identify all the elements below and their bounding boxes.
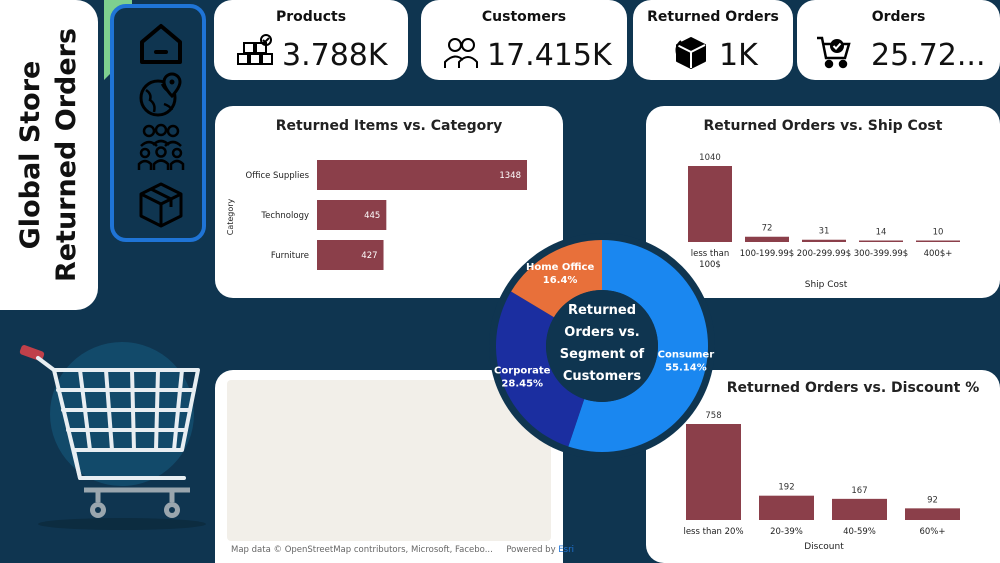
data-label: 1040 bbox=[699, 153, 721, 163]
category-label: less than 20% bbox=[683, 527, 743, 537]
slice-category-label: Home Office bbox=[526, 262, 595, 273]
discount-bar-chart: Discount 758 less than 20% 192 20-39% 167 40-… bbox=[683, 411, 960, 552]
data-label: 427 bbox=[361, 251, 377, 261]
data-label: 445 bbox=[364, 211, 380, 221]
bar[interactable] bbox=[317, 160, 527, 190]
category-label: less than 100$ bbox=[691, 249, 729, 270]
data-label: 92 bbox=[927, 495, 938, 505]
bar[interactable] bbox=[686, 424, 741, 520]
kpi-value: 25.72... bbox=[871, 38, 986, 73]
data-label: 72 bbox=[762, 224, 773, 234]
bar[interactable] bbox=[905, 508, 960, 520]
product-box-icon[interactable] bbox=[136, 180, 186, 230]
data-label: 167 bbox=[851, 486, 867, 496]
bar[interactable] bbox=[688, 166, 732, 242]
map-view[interactable] bbox=[227, 380, 551, 541]
category-label: Office Supplies bbox=[246, 171, 310, 181]
data-label: 1348 bbox=[499, 171, 521, 181]
kpi-label: Customers bbox=[481, 9, 567, 25]
dashboard-title: Global Store Returned Orders bbox=[13, 28, 85, 282]
slice-category-label: Consumer bbox=[658, 350, 715, 361]
kpi-products-card: Products 3.788K bbox=[214, 0, 408, 80]
title-line-1: Global Store bbox=[15, 60, 46, 250]
category-label: 200-299.99$ bbox=[797, 249, 851, 259]
segment-donut-chart: Returned Orders vs. Segment of Customers… bbox=[489, 233, 715, 459]
donut-title-line: Customers bbox=[563, 369, 641, 384]
category-label: 100-199.99$ bbox=[740, 249, 794, 259]
category-label: Furniture bbox=[271, 251, 309, 261]
bar[interactable] bbox=[759, 495, 814, 520]
data-label: 192 bbox=[778, 483, 794, 493]
navigation-panel bbox=[110, 4, 206, 242]
kpi-orders-card: Orders 25.72... bbox=[797, 0, 1000, 80]
dashboard-title-card: Global Store Returned Orders bbox=[0, 0, 98, 310]
donut-slice[interactable] bbox=[496, 291, 585, 447]
bar[interactable] bbox=[832, 498, 887, 520]
kpi-value: 1K bbox=[719, 38, 758, 73]
donut-slice[interactable] bbox=[511, 240, 602, 318]
data-label: 14 bbox=[876, 228, 887, 238]
kpi-returned-orders-card: Returned Orders 1K bbox=[633, 0, 793, 80]
chart-title: Returned Orders vs. Ship Cost bbox=[703, 118, 943, 134]
slice-value-label: 55.14% bbox=[665, 363, 707, 374]
category-label: Technology bbox=[260, 211, 309, 221]
donut-title-line: Returned bbox=[568, 303, 636, 318]
home-icon[interactable] bbox=[136, 18, 186, 68]
kpi-value: 3.788K bbox=[282, 38, 388, 73]
kpi-label: Orders bbox=[871, 9, 926, 25]
title-line-2: Returned Orders bbox=[51, 27, 82, 283]
bar[interactable] bbox=[916, 240, 960, 243]
esri-link[interactable]: Esri bbox=[558, 545, 574, 555]
ship-cost-chart-card: Returned Orders vs. Ship Cost Ship Cost … bbox=[646, 106, 1000, 298]
donut-slice[interactable] bbox=[568, 240, 708, 452]
bar[interactable] bbox=[859, 240, 903, 243]
category-label: 40-59% bbox=[843, 527, 876, 537]
chart-title: Returned Orders vs. Discount % bbox=[726, 380, 980, 396]
bar[interactable] bbox=[745, 236, 789, 242]
kpi-label: Returned Orders bbox=[647, 9, 779, 25]
donut-hole bbox=[546, 290, 658, 402]
products-stack-icon bbox=[237, 34, 273, 65]
discount-chart-card: Returned Orders vs. Discount % Discount … bbox=[646, 370, 1000, 563]
map-card: Map data © OpenStreetMap contributors, M… bbox=[215, 370, 574, 563]
slice-value-label: 28.45% bbox=[501, 378, 543, 389]
category-bar-chart: Category 1348 Office Supplies 445 Technolog… bbox=[226, 160, 527, 270]
bar[interactable] bbox=[802, 239, 846, 242]
kpi-label: Products bbox=[275, 9, 347, 25]
y-axis-label: Category bbox=[226, 198, 235, 235]
cart-check-icon bbox=[817, 36, 851, 69]
kpi-customers-card: Customers 17.415K bbox=[421, 0, 627, 80]
x-axis-label: Discount bbox=[804, 542, 844, 552]
category-label: 400$+ bbox=[924, 249, 953, 259]
data-label: 758 bbox=[705, 411, 721, 421]
data-label: 10 bbox=[933, 228, 944, 238]
team-icon[interactable] bbox=[136, 122, 186, 172]
map-attribution-text: Map data © OpenStreetMap contributors, M… bbox=[231, 545, 493, 555]
globe-map-icon[interactable] bbox=[136, 70, 186, 120]
slice-value-label: 16.4% bbox=[543, 275, 578, 286]
bar[interactable] bbox=[317, 240, 384, 270]
chart-title: Returned Items vs. Category bbox=[275, 118, 503, 134]
category-label: 20-39% bbox=[770, 527, 803, 537]
donut-title-line: Segment of bbox=[560, 347, 645, 362]
shopping-cart-illustration bbox=[19, 342, 206, 530]
map-powered-by: Powered by bbox=[506, 545, 556, 555]
slice-category-label: Corporate bbox=[494, 365, 551, 376]
data-label: 31 bbox=[819, 227, 830, 237]
category-label: 60%+ bbox=[919, 527, 945, 537]
category-label: 300-399.99$ bbox=[854, 249, 908, 259]
donut-title-line: Orders vs. bbox=[564, 325, 639, 340]
customers-icon bbox=[444, 38, 478, 68]
category-chart-card: Returned Items vs. Category Category 134… bbox=[215, 106, 563, 298]
x-axis-label: Ship Cost bbox=[805, 280, 848, 290]
bar[interactable] bbox=[317, 200, 387, 230]
return-box-icon bbox=[675, 37, 706, 69]
ship-cost-bar-chart: Ship Cost 1040 less than 100$ 72 100-199.99$… bbox=[688, 153, 960, 290]
kpi-value: 17.415K bbox=[487, 38, 612, 73]
map-attribution: Map data © OpenStreetMap contributors, M… bbox=[231, 545, 574, 555]
